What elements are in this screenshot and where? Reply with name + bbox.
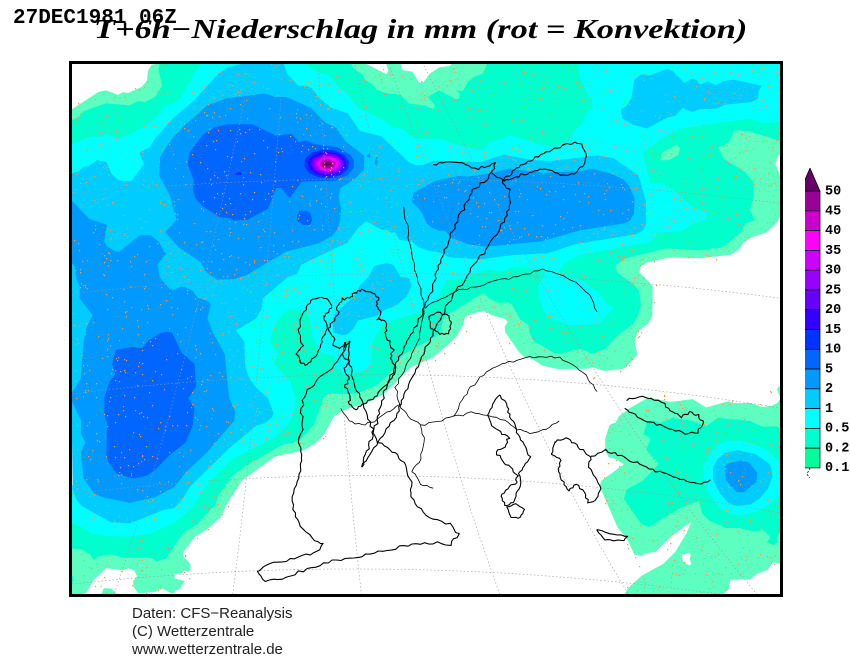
svg-text:50: 50 <box>825 185 841 200</box>
svg-text:20: 20 <box>825 303 841 318</box>
svg-text:45: 45 <box>825 204 841 219</box>
svg-text:35: 35 <box>825 244 841 259</box>
svg-text:15: 15 <box>825 323 841 338</box>
svg-text:1: 1 <box>825 402 833 417</box>
svg-text:40: 40 <box>825 224 841 239</box>
svg-text:10: 10 <box>825 343 841 358</box>
svg-text:0.5: 0.5 <box>825 422 849 437</box>
svg-text:2: 2 <box>825 382 833 397</box>
svg-text:0.2: 0.2 <box>825 441 849 456</box>
svg-text:25: 25 <box>825 283 841 298</box>
svg-text:0.1: 0.1 <box>825 461 849 476</box>
svg-text:30: 30 <box>825 264 841 279</box>
svg-text:5: 5 <box>825 362 833 377</box>
